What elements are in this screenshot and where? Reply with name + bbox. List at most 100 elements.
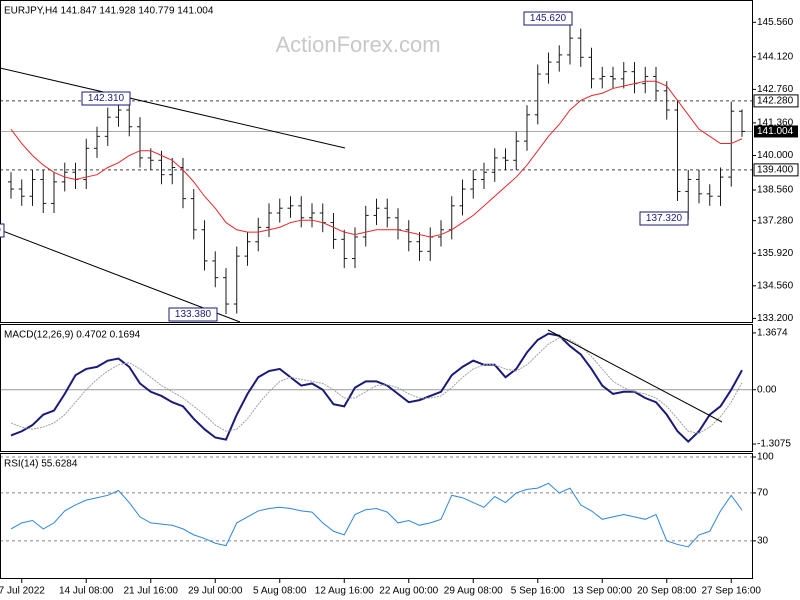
ohlc-bar — [126, 100, 133, 137]
y-tick-label: 0.00 — [757, 384, 777, 395]
x-tick-label: 13 Sep 00:00 — [573, 586, 633, 597]
ohlc-bar — [610, 66, 616, 89]
ohlc-bar — [405, 220, 412, 252]
ohlc-bar — [147, 148, 154, 170]
x-tick-label: 22 Aug 00:00 — [379, 586, 438, 597]
ohlc-bar — [212, 251, 219, 288]
ohlc-bar — [384, 198, 391, 228]
ohlc-bar — [513, 131, 520, 170]
ohlc-bar — [620, 62, 627, 89]
annotation: 142.310 — [88, 93, 125, 104]
y-tick-label: 134.560 — [757, 280, 794, 291]
ohlc-bar — [233, 246, 240, 314]
last-price-label: 141.004 — [757, 126, 794, 137]
y-tick-label: 138.560 — [757, 185, 794, 196]
last-price-box — [754, 125, 798, 138]
x-tick-label: 5 Sep 16:00 — [511, 586, 565, 597]
ohlc-bar — [51, 172, 57, 214]
ohlc-bar — [567, 20, 573, 65]
ohlc-bar — [577, 28, 584, 67]
annotation: 145.620 — [530, 13, 567, 24]
ohlc-bar — [524, 105, 530, 151]
ohlc-bar — [287, 196, 294, 218]
level-box — [753, 94, 799, 108]
ohlc-bar — [491, 148, 498, 182]
y-tick-label: 137.280 — [757, 215, 794, 226]
ohlc-bar — [266, 203, 272, 237]
ohlc-bar — [18, 179, 25, 206]
ohlc-bar — [739, 109, 745, 137]
ohlc-bar — [502, 148, 509, 170]
ohlc-bar — [556, 45, 563, 72]
ohlc-bar — [40, 169, 47, 214]
ohlc-bar — [83, 138, 90, 190]
x-tick-label: 5 Aug 08:00 — [253, 586, 307, 597]
ohlc-bar — [223, 268, 229, 315]
ohlc-bar — [330, 213, 337, 249]
x-tick-label: 29 Aug 08:00 — [444, 586, 503, 597]
ohlc-bar — [696, 169, 702, 204]
trend-line — [0, 67, 346, 149]
y-tick-label: 135.920 — [757, 248, 794, 259]
level-label: 139.400 — [757, 165, 794, 176]
annotation-box — [639, 211, 689, 226]
y-tick-label: 133.200 — [757, 313, 794, 324]
annotation-box — [81, 91, 131, 106]
y-tick-label: 100 — [757, 452, 774, 463]
series-line — [10, 337, 743, 434]
ohlc-bar — [438, 220, 444, 247]
ohlc-bar — [29, 169, 36, 206]
trend-line — [547, 329, 723, 423]
macd-panel — [0, 324, 753, 452]
ohlc-bar — [137, 117, 143, 168]
ohlc-bar — [373, 198, 380, 225]
ohlc-bar — [169, 157, 176, 185]
x-tick-label: 20 Sep 08:00 — [637, 586, 697, 597]
ohlc-bar — [663, 81, 670, 120]
watermark: ActionForex.com — [275, 32, 440, 57]
ohlc-bar — [298, 196, 305, 228]
annotation-box — [0, 223, 5, 238]
ohlc-bar — [244, 232, 251, 266]
y-tick-label: 30 — [757, 536, 769, 547]
ohlc-bar — [8, 172, 14, 199]
ohlc-bar — [416, 232, 423, 261]
ohlc-bar — [674, 100, 681, 202]
annotation-box — [168, 307, 218, 322]
x-tick-label: 14 Jul 08:00 — [59, 586, 114, 597]
y-tick-label: 144.120 — [757, 51, 794, 62]
series-line — [10, 80, 743, 238]
ohlc-bar — [190, 189, 197, 240]
level-label: 142.280 — [757, 96, 794, 107]
x-tick-label: 21 Jul 16:00 — [124, 586, 179, 597]
trend-line — [0, 229, 241, 323]
series-line — [10, 332, 743, 444]
ohlc-bar — [309, 203, 315, 228]
x-tick-label: 7 Jul 2022 — [0, 586, 45, 597]
ohlc-bar — [588, 47, 595, 89]
ohlc-bar — [341, 229, 348, 269]
ohlc-bar — [685, 169, 692, 220]
y-tick-label: 140.000 — [757, 150, 794, 161]
ohlc-bar — [459, 179, 466, 216]
ohlc-bar — [276, 198, 283, 223]
price-panel — [0, 0, 753, 323]
ohlc-bar — [653, 66, 659, 101]
x-tick-label: 12 Aug 16:00 — [315, 586, 374, 597]
annotation: 133.380 — [175, 309, 212, 320]
ohlc-bar — [717, 167, 724, 206]
rsi-panel — [0, 453, 753, 579]
ohlc-bar — [481, 162, 487, 190]
y-tick-label: 141.360 — [757, 118, 794, 129]
ohlc-bar — [534, 64, 541, 125]
ohlc-bar — [201, 220, 208, 271]
ohlc-bar — [728, 101, 735, 187]
plot-layer: ActionForex.com — [0, 20, 752, 548]
y-tick-label: 142.760 — [757, 84, 794, 95]
y-tick-label: 1.3674 — [757, 328, 788, 339]
panel-title: RSI(14) 55.6284 — [4, 459, 78, 470]
y-tick-label: 70 — [757, 488, 769, 499]
